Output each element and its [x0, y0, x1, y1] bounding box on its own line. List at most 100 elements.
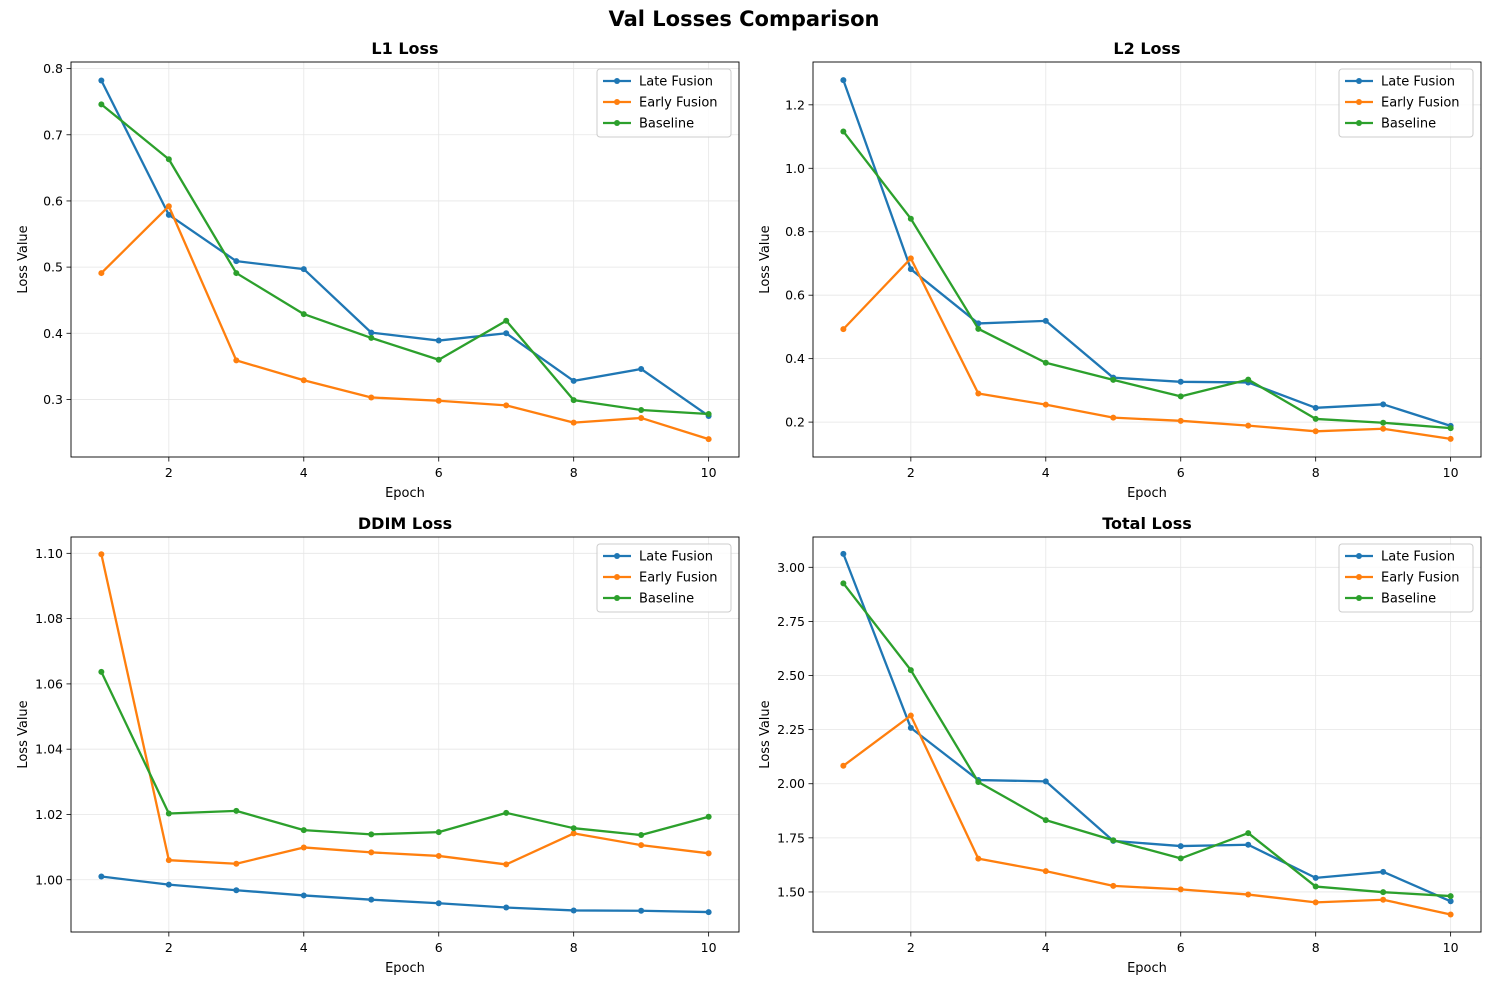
- y-tick-label: 3.00: [777, 560, 805, 575]
- data-point: [1177, 393, 1184, 400]
- data-point: [1380, 889, 1387, 896]
- data-point: [638, 842, 645, 849]
- legend: Late Fusion Early Fusion Baseline: [1338, 68, 1474, 138]
- y-tick-label: 0.3: [43, 392, 63, 407]
- legend-label: Late Fusion: [639, 550, 713, 565]
- data-point: [638, 907, 645, 914]
- y-tick-label: 0.6: [43, 193, 63, 208]
- y-tick-label: 0.4: [43, 326, 63, 341]
- x-tick-label: 2: [907, 940, 915, 955]
- x-tick-label: 10: [701, 465, 717, 480]
- legend-label: Early Fusion: [639, 96, 718, 111]
- data-point: [975, 779, 982, 786]
- data-point: [1042, 817, 1049, 824]
- data-point: [1380, 425, 1387, 432]
- y-tick-label: 2.00: [777, 776, 805, 791]
- x-tick-label: 8: [570, 940, 578, 955]
- data-point: [165, 857, 172, 864]
- y-tick-label: 2.25: [777, 722, 805, 737]
- figure-title: Val Losses Comparison: [608, 7, 879, 31]
- subplot-4: 2 4 6 8 10 1.50 1.75 2.00 2.25 2.50 2.75 3.00 Total …: [758, 514, 1482, 976]
- y-axis-label: Loss Value: [16, 700, 31, 768]
- data-point: [1042, 778, 1049, 785]
- legend-box: [596, 543, 732, 613]
- data-point: [1380, 868, 1387, 875]
- data-point: [1042, 317, 1049, 324]
- axes-frame: [70, 61, 740, 458]
- legend-marker: [614, 120, 620, 126]
- legend-label: Baseline: [1381, 592, 1436, 607]
- data-point: [1245, 830, 1252, 837]
- data-point: [705, 850, 712, 857]
- legend-label: Early Fusion: [639, 571, 718, 586]
- y-axis-label: Loss Value: [758, 225, 773, 293]
- data-point: [570, 397, 577, 404]
- y-tick-label: 1.0: [785, 161, 805, 176]
- data-point: [503, 904, 510, 911]
- legend-label: Baseline: [1381, 117, 1436, 132]
- legend-marker: [614, 99, 620, 105]
- data-point: [638, 414, 645, 421]
- data-point: [368, 394, 375, 401]
- legend-label: Late Fusion: [1381, 550, 1455, 565]
- series-line-late-fusion: [842, 78, 1452, 428]
- data-point: [907, 712, 914, 719]
- y-tick-label: 0.6: [785, 288, 805, 303]
- series-line-baseline: [842, 582, 1452, 898]
- legend-marker: [1356, 574, 1362, 580]
- y-tick-label: 2.75: [777, 614, 805, 629]
- data-point: [907, 215, 914, 222]
- y-tick-label: 1.50: [777, 884, 805, 899]
- data-point: [368, 329, 375, 336]
- legend-label: Baseline: [639, 592, 694, 607]
- data-point: [165, 156, 172, 163]
- x-tick-label: 2: [907, 465, 915, 480]
- legend-marker: [1356, 595, 1362, 601]
- data-point: [1380, 896, 1387, 903]
- x-tick-label: 6: [1177, 940, 1185, 955]
- x-axis-label: Epoch: [385, 961, 425, 976]
- data-point: [975, 325, 982, 332]
- data-point: [233, 270, 240, 277]
- legend-label: Late Fusion: [1381, 75, 1455, 90]
- legend-marker: [614, 553, 620, 559]
- legend-label: Late Fusion: [639, 75, 713, 90]
- axes-frame: [70, 536, 740, 933]
- data-point: [1380, 401, 1387, 408]
- subplot-title: Total Loss: [1102, 514, 1192, 533]
- data-point: [300, 844, 307, 851]
- data-point: [1245, 841, 1252, 848]
- series-line-baseline: [100, 103, 710, 416]
- data-point: [233, 258, 240, 265]
- data-point: [1042, 359, 1049, 366]
- x-tick-label: 10: [701, 940, 717, 955]
- y-tick-label: 1.75: [777, 830, 805, 845]
- data-point: [503, 330, 510, 337]
- data-point: [1177, 417, 1184, 424]
- data-point: [300, 892, 307, 899]
- data-point: [705, 909, 712, 916]
- x-tick-label: 6: [1177, 465, 1185, 480]
- series-line-early-fusion: [100, 205, 710, 441]
- data-point: [570, 825, 577, 832]
- x-tick-label: 2: [165, 465, 173, 480]
- axes-frame: [812, 61, 1482, 458]
- x-tick-label: 8: [1312, 465, 1320, 480]
- subplot-title: L2 Loss: [1113, 39, 1180, 58]
- data-point: [638, 407, 645, 414]
- x-tick-label: 8: [1312, 940, 1320, 955]
- data-point: [233, 807, 240, 814]
- data-point: [165, 810, 172, 817]
- y-tick-label: 1.06: [35, 676, 63, 691]
- data-point: [368, 849, 375, 856]
- data-point: [300, 266, 307, 273]
- x-tick-label: 8: [570, 465, 578, 480]
- legend-label: Early Fusion: [1381, 96, 1460, 111]
- data-point: [570, 907, 577, 914]
- data-point: [1312, 415, 1319, 422]
- data-point: [300, 827, 307, 834]
- subplot-1: 2 4 6 8 10 0.3 0.4 0.5 0.6 0.7 0.8 L1 Loss Epoch Loss…: [16, 39, 740, 501]
- subplot-2: 2 4 6 8 10 0.2 0.4 0.6 0.8 1.0 1.2 L2 Loss Epoch Loss…: [758, 39, 1482, 501]
- series-line-early-fusion: [100, 553, 710, 866]
